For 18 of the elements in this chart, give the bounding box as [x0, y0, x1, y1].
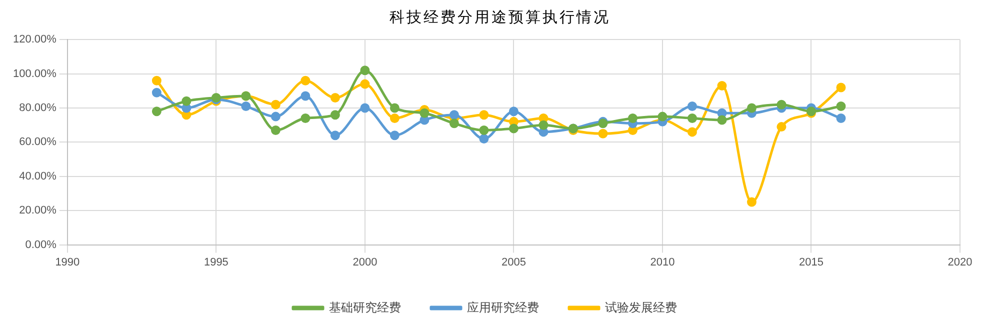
y-tick-label: 60.00% [19, 136, 57, 148]
x-tick-label: 2015 [798, 256, 824, 268]
y-tick-label: 40.00% [19, 170, 57, 182]
y-tick-label: 0.00% [25, 238, 57, 251]
y-tick-label: 100.00% [12, 68, 57, 80]
y-tick-label: 120.00% [12, 34, 57, 46]
y-tick-label: 20.00% [19, 204, 57, 217]
x-tick-label: 2000 [352, 256, 378, 268]
legend-label: 应用研究经费 [467, 300, 539, 314]
x-tick-label: 2010 [650, 256, 675, 268]
legend-label: 试验发展经费 [605, 300, 677, 314]
x-tick-label: 2020 [948, 256, 972, 268]
chart-title: 科技经费分用途预算执行情况 [388, 7, 612, 28]
y-tick-label: 80.00% [19, 102, 57, 114]
x-tick-label: 1995 [204, 256, 228, 268]
legend-label: 基础研究经费 [329, 300, 401, 314]
x-tick-label: 1990 [55, 256, 80, 268]
x-tick-label: 2005 [501, 256, 526, 268]
